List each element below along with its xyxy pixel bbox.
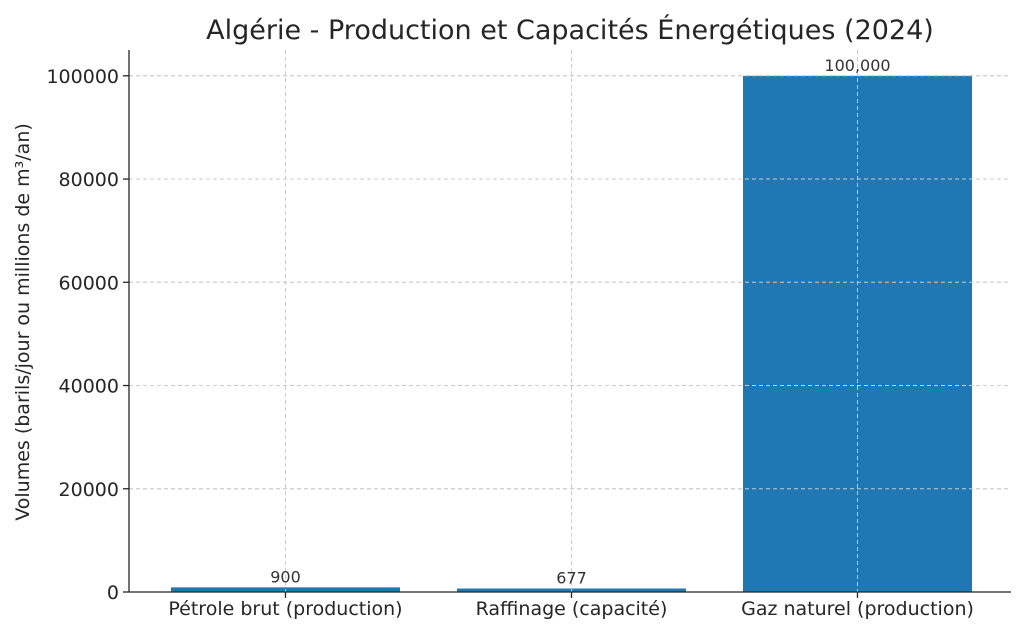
y-tick-label: 60000 — [59, 272, 119, 294]
data-labels: 900 677 100,000 — [270, 56, 890, 588]
data-label: 100,000 — [824, 56, 890, 75]
x-tick-label: Gaz naturel (production) — [741, 598, 974, 620]
data-label: 900 — [270, 567, 301, 586]
bars — [129, 50, 1011, 593]
y-tick-label: 20000 — [59, 479, 119, 501]
y-tick-label: 100000 — [46, 66, 119, 88]
data-label: 677 — [556, 569, 587, 588]
y-tick-label: 0 — [107, 582, 119, 604]
chart-title: Algérie - Production et Capacités Énergé… — [206, 14, 934, 46]
x-tick-label: Raffinage (capacité) — [476, 598, 668, 620]
axes: 0 20000 40000 60000 80000 100000 Pétrole brut … — [46, 50, 1011, 620]
y-tick-label: 80000 — [59, 169, 119, 191]
y-axis-label: Volumes (barils/jour ou millions de m³/a… — [12, 123, 34, 521]
x-tick-label: Pétrole brut (production) — [168, 598, 402, 620]
y-tick-label: 40000 — [59, 376, 119, 398]
